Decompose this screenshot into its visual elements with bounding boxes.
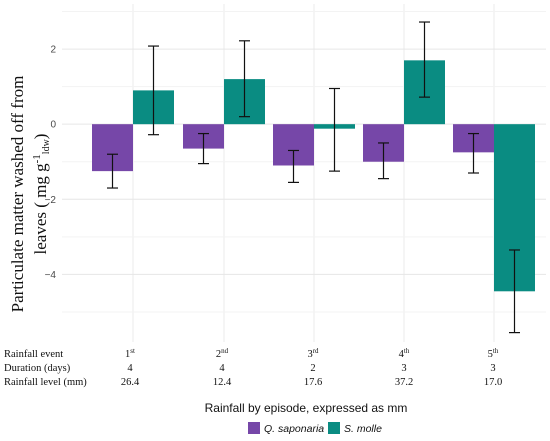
table-row-label: Rainfall level (mm) — [4, 377, 87, 388]
y-tick-label: −2 — [45, 195, 57, 206]
table-cell: 17.6 — [304, 377, 322, 388]
y-axis-label-line2: leaves ( mg g-1ldw) — [31, 134, 52, 255]
table-cell: 4 — [127, 363, 133, 374]
error-bar — [468, 132, 479, 174]
y-axis-label-line1: Particulate matter washed off from — [8, 76, 27, 313]
legend-label: S. molle — [344, 423, 382, 435]
error-bar — [148, 45, 159, 136]
legend-swatch — [328, 422, 340, 434]
y-tick-label: 0 — [50, 120, 56, 131]
error-bars — [107, 21, 520, 334]
legend: Q. saponaria S. molle — [248, 422, 382, 435]
y-tick-labels: −4 −2 0 2 — [45, 45, 57, 281]
x-axis-title: Rainfall by episode, expressed as mm — [205, 401, 408, 415]
table-cell: 4th — [399, 347, 410, 360]
error-bar — [329, 87, 340, 172]
table-cell: 37.2 — [395, 377, 413, 388]
rainfall-table: Rainfall event 1st 2nd 3rd 4th 5th Duration (d… — [4, 347, 502, 388]
table-cell: 12.4 — [213, 377, 232, 388]
table-row-label: Rainfall event — [4, 349, 63, 360]
table-cell: 1st — [125, 347, 135, 360]
table-cell: 2nd — [216, 347, 229, 360]
legend-label: Q. saponaria — [264, 423, 324, 435]
legend-swatch — [248, 422, 260, 434]
table-cell: 3 — [401, 363, 406, 374]
error-bar — [419, 21, 430, 98]
table-cell: 5th — [488, 347, 499, 360]
y-tick-label: −4 — [45, 270, 57, 281]
table-row-label: Duration (days) — [4, 363, 71, 374]
error-bar — [288, 149, 299, 183]
y-tick-label: 2 — [50, 45, 56, 56]
table-cell: 17.0 — [484, 377, 502, 388]
table-cell: 26.4 — [121, 377, 140, 388]
error-bar — [107, 153, 118, 189]
error-bar — [239, 40, 250, 118]
error-bar — [509, 249, 520, 334]
error-bar — [378, 142, 389, 180]
error-bar — [198, 132, 209, 165]
table-cell: 4 — [219, 363, 225, 374]
table-cell: 2 — [310, 363, 315, 374]
table-cell: 3rd — [307, 347, 319, 360]
table-cell: 3 — [490, 363, 495, 374]
